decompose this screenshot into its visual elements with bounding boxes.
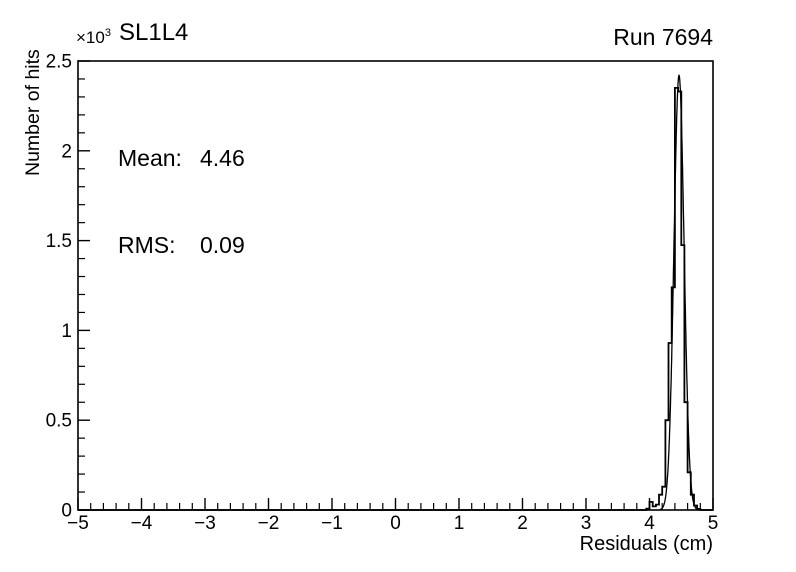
x-axis-tick-label: 1: [454, 513, 465, 534]
x-axis-tick-label: −5: [67, 513, 89, 534]
run-label: Run 7694: [613, 24, 713, 50]
stat-rms-value: 0.09: [200, 232, 245, 258]
x-axis-tick-label: −2: [258, 513, 280, 534]
x-axis-tick-label: 5: [708, 513, 719, 534]
y-axis-scale-factor: ×103: [76, 27, 111, 48]
plot-title: SL1L4: [119, 19, 189, 46]
y-axis-tick-label: 2.5: [46, 52, 72, 73]
y-axis-title: Number of hits: [22, 49, 44, 176]
x-axis-tick-label: −4: [131, 513, 153, 534]
y-axis-tick-label: 1: [61, 321, 72, 342]
stat-mean-label: Mean:: [118, 145, 182, 171]
x-axis-tick-label: −1: [321, 513, 343, 534]
stat-mean: Mean: 4.46: [118, 144, 245, 173]
y-axis-tick-label: 0.5: [46, 411, 72, 432]
stat-mean-value: 4.46: [200, 145, 245, 171]
fit-curve: [659, 73, 699, 511]
y-axis-tick-label: 1.5: [46, 231, 72, 252]
stat-rms: RMS: 0.09: [118, 231, 245, 260]
scale-base: ×10: [76, 28, 105, 47]
x-axis-tick-label: −3: [194, 513, 216, 534]
x-axis-tick-label: 2: [517, 513, 528, 534]
x-axis-tick-label: 0: [390, 513, 401, 534]
stats-box: Mean: 4.46 RMS: 0.09: [118, 86, 245, 318]
x-axis-title: Residuals (cm): [579, 533, 713, 555]
y-axis-tick-label: 0: [61, 501, 72, 522]
scale-exponent: 3: [104, 27, 111, 39]
x-axis-tick-label: 4: [644, 513, 655, 534]
x-axis-tick-label: 3: [581, 513, 592, 534]
stat-rms-label: RMS:: [118, 232, 176, 258]
y-axis-tick-label: 2: [61, 141, 72, 162]
